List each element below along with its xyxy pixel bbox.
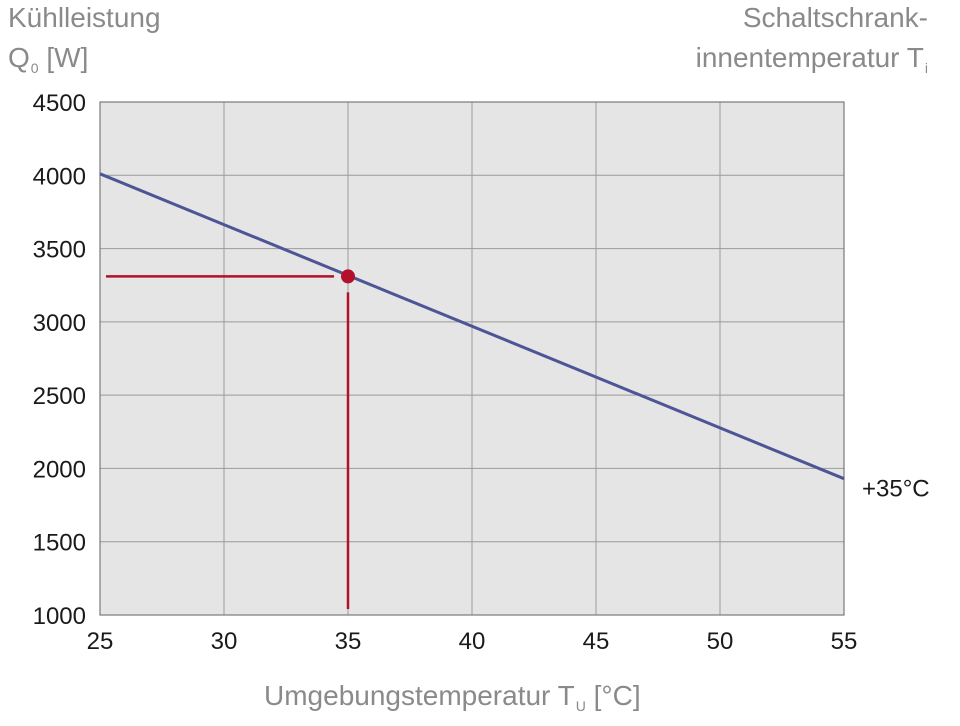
y-axis-symbol: Q0 [W] <box>8 42 89 76</box>
x-tick-label: 40 <box>459 628 486 655</box>
y-axis-unit: [W] <box>38 42 89 73</box>
x-tick-label: 35 <box>335 628 362 655</box>
right-label-text: Schaltschrank- <box>742 2 928 33</box>
plot-frame <box>99 101 845 616</box>
y-axis-symbol-sub: 0 <box>30 60 39 76</box>
right-label-main: innentemperatur T <box>695 42 924 73</box>
x-axis-label-main: Umgebungstemperatur T <box>264 680 575 711</box>
x-axis-label-sub: U <box>575 698 586 714</box>
series-label: +35°C <box>862 476 930 503</box>
y-tick-label: 3500 <box>33 237 86 264</box>
y-tick-label: 1000 <box>33 603 86 630</box>
x-axis-unit: [°C] <box>585 680 641 711</box>
x-tick-label: 55 <box>831 628 858 655</box>
y-axis-label-text: Kühlleistung <box>8 2 161 33</box>
y-tick-label: 2500 <box>33 383 86 410</box>
right-label-line2: innentemperatur Ti <box>695 42 928 76</box>
operating-point-marker <box>341 269 355 284</box>
x-axis-label: Umgebungstemperatur TU [°C] <box>264 680 641 714</box>
y-tick-label: 3000 <box>33 310 86 337</box>
x-tick-label: 50 <box>707 628 734 655</box>
x-tick-label: 25 <box>87 628 114 655</box>
y-axis-label: Kühlleistung <box>8 4 161 32</box>
x-tick-label: 45 <box>583 628 610 655</box>
right-label-line1: Schaltschrank- <box>743 4 928 32</box>
right-label-sub: i <box>924 60 928 76</box>
y-tick-label: 1500 <box>33 530 86 557</box>
y-tick-label: 4500 <box>33 90 86 117</box>
y-tick-label: 4000 <box>33 163 86 190</box>
y-tick-label: 2000 <box>33 456 86 483</box>
series-line <box>99 172 845 481</box>
y-axis-symbol-main: Q <box>8 42 30 73</box>
x-tick-label: 30 <box>211 628 238 655</box>
